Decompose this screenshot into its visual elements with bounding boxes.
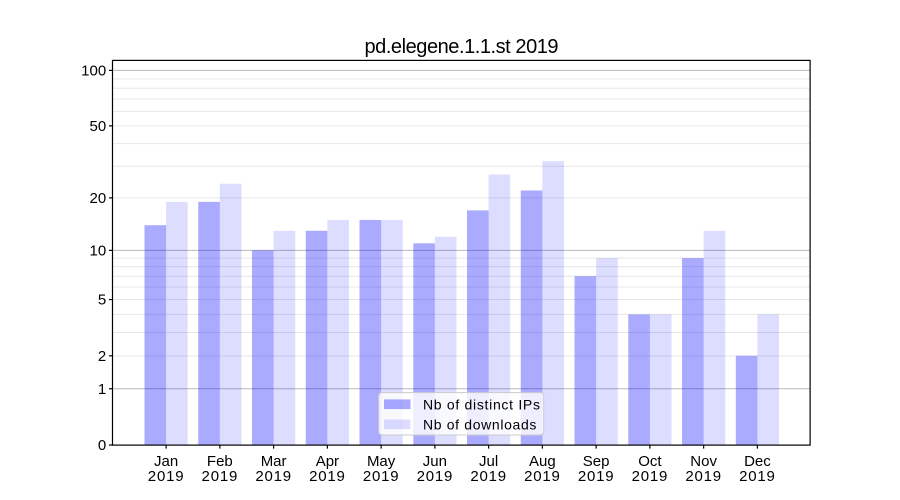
svg-text:1: 1 bbox=[98, 381, 106, 398]
svg-text:2: 2 bbox=[98, 348, 106, 365]
svg-text:2019: 2019 bbox=[255, 468, 292, 485]
svg-text:2019: 2019 bbox=[685, 468, 722, 485]
svg-text:2019: 2019 bbox=[417, 468, 454, 485]
svg-text:2019: 2019 bbox=[739, 468, 776, 485]
svg-text:10: 10 bbox=[90, 242, 107, 259]
svg-text:Jan: Jan bbox=[154, 453, 178, 470]
svg-text:Mar: Mar bbox=[261, 453, 287, 470]
svg-text:20: 20 bbox=[90, 190, 107, 207]
svg-text:2019: 2019 bbox=[470, 468, 507, 485]
svg-text:0: 0 bbox=[98, 437, 106, 454]
svg-text:Dec: Dec bbox=[744, 453, 771, 470]
svg-text:2019: 2019 bbox=[524, 468, 561, 485]
svg-text:May: May bbox=[367, 453, 396, 470]
svg-text:2019: 2019 bbox=[202, 468, 239, 485]
svg-text:50: 50 bbox=[90, 118, 107, 135]
svg-text:Jul: Jul bbox=[479, 453, 498, 470]
svg-text:100: 100 bbox=[81, 62, 106, 79]
svg-text:pd.elegene.1.1.st 2019: pd.elegene.1.1.st 2019 bbox=[364, 36, 558, 58]
svg-text:2019: 2019 bbox=[363, 468, 400, 485]
svg-text:Apr: Apr bbox=[316, 453, 339, 470]
svg-text:Sep: Sep bbox=[583, 453, 610, 470]
svg-text:Nb of downloads: Nb of downloads bbox=[423, 417, 537, 433]
svg-text:Aug: Aug bbox=[529, 453, 556, 470]
svg-text:2019: 2019 bbox=[578, 468, 615, 485]
svg-text:Oct: Oct bbox=[638, 453, 662, 470]
svg-text:5: 5 bbox=[98, 292, 106, 309]
svg-text:Feb: Feb bbox=[207, 453, 233, 470]
svg-text:2019: 2019 bbox=[148, 468, 185, 485]
svg-text:Jun: Jun bbox=[423, 453, 447, 470]
svg-text:2019: 2019 bbox=[309, 468, 346, 485]
svg-text:2019: 2019 bbox=[632, 468, 669, 485]
svg-text:Nov: Nov bbox=[690, 453, 717, 470]
svg-text:Nb of distinct IPs: Nb of distinct IPs bbox=[423, 397, 541, 413]
